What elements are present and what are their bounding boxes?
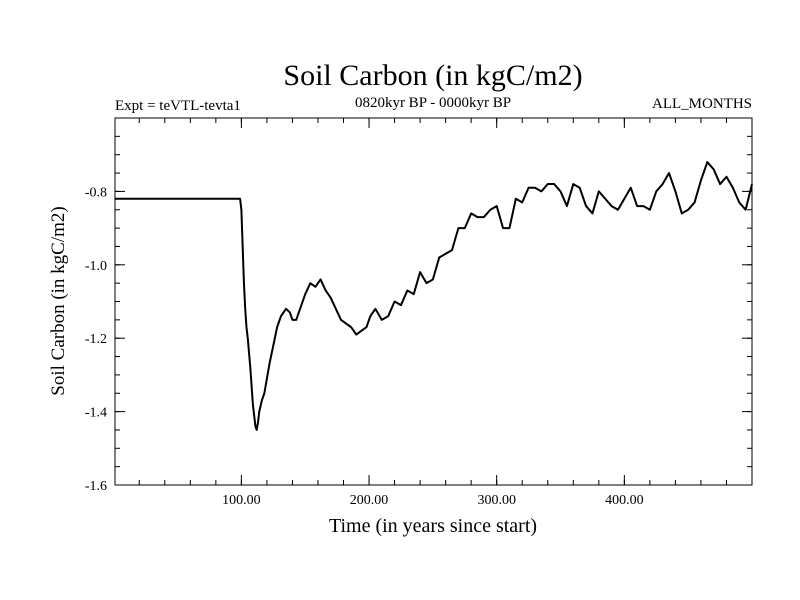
y-tick-label: -1.0 [85,259,107,274]
y-tick-label: -1.6 [85,479,107,494]
x-axis-label: Time (in years since start) [329,515,537,537]
experiment-label: Expt = teVTL-tevta1 [115,98,241,114]
x-tick-label: 400.00 [605,493,644,508]
x-tick-label: 100.00 [222,493,261,508]
y-tick-label: -0.8 [85,185,107,200]
y-axis-label: Soil Carbon (in kgC/m2) [48,206,69,395]
minor-ticks [115,118,752,485]
chart-title: Soil Carbon (in kgC/m2) [283,59,582,92]
x-tick-label: 200.00 [350,493,389,508]
x-tick-label: 300.00 [477,493,516,508]
months-label: ALL_MONTHS [652,96,752,112]
tick-labels: 100.00 200.00 300.00 400.00 -1.6 -1.4 -1.2 -1.0… [85,185,644,508]
time-range-label: 0820kyr BP - 0000kyr BP [355,95,511,111]
major-ticks [115,118,752,486]
y-tick-label: -1.2 [85,332,107,347]
soil-carbon-series-line [115,161,753,431]
plot-frame [114,117,753,486]
y-tick-label: -1.4 [85,406,107,421]
